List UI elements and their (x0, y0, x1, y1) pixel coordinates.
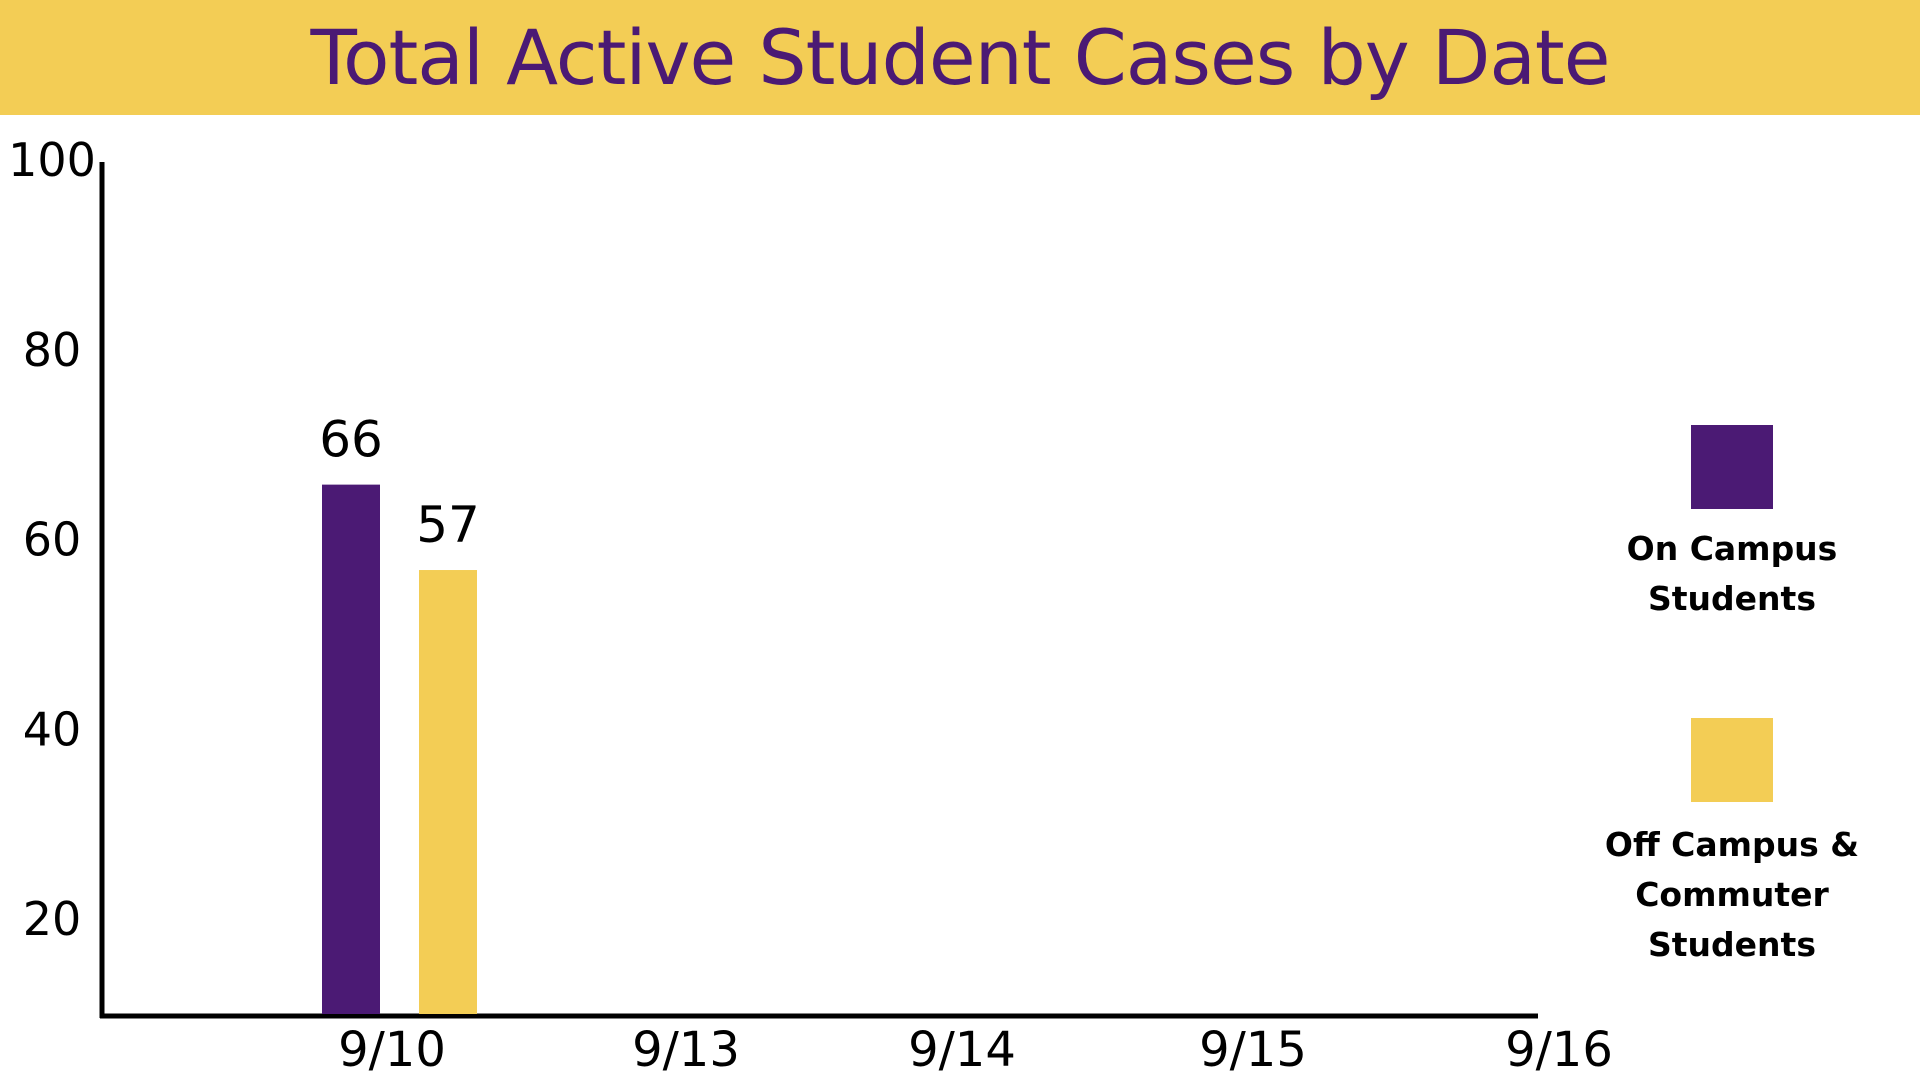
x-tick-label: 9/14 (908, 1022, 1016, 1078)
legend-label: On Campus Students (1552, 524, 1912, 624)
y-tick-label: 100 (8, 133, 96, 187)
legend-swatch (1691, 718, 1773, 802)
x-tick-label: 9/10 (338, 1022, 446, 1078)
y-tick-label: 40 (23, 702, 82, 756)
legend-label-line: On Campus (1626, 529, 1838, 568)
bar (419, 570, 477, 1014)
y-tick-label: 80 (23, 323, 82, 377)
data-label: 57 (416, 496, 480, 554)
data-label: 66 (319, 411, 383, 469)
y-tick-label: 60 (23, 513, 82, 567)
x-tick-label: 9/16 (1505, 1022, 1613, 1078)
bar (322, 484, 380, 1015)
legend-label-line: Off Campus & (1604, 825, 1860, 864)
title-bar: Total Active Student Cases by Date (0, 0, 1920, 115)
legend-label: Off Campus & Commuter Students (1552, 820, 1912, 970)
legend-label-line: Commuter Students (1635, 875, 1829, 964)
legend-label-line: Students (1648, 579, 1816, 618)
legend-swatch (1691, 425, 1773, 509)
x-tick-label: 9/15 (1199, 1022, 1307, 1078)
chart-title: Total Active Student Cases by Date (310, 12, 1610, 102)
x-tick-label: 9/13 (632, 1022, 740, 1078)
y-tick-label: 20 (23, 892, 82, 946)
